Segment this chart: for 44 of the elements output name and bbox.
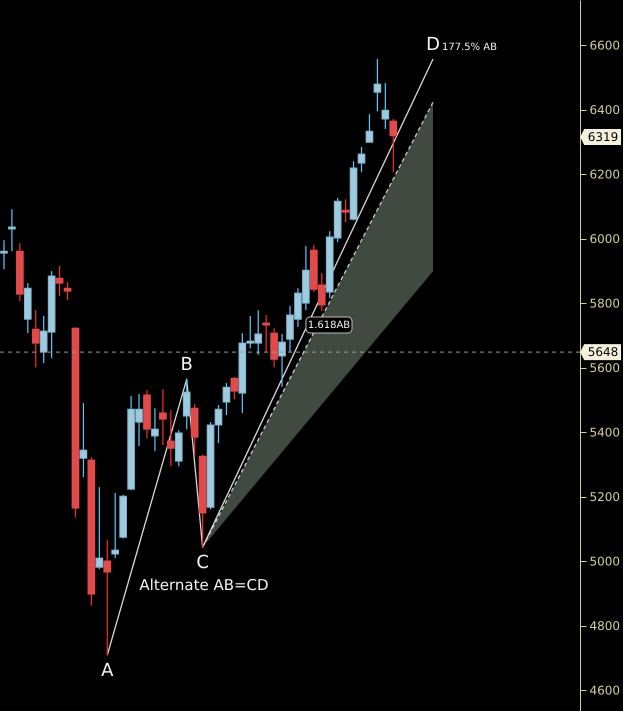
y-tick-label: 5000: [590, 554, 620, 569]
data-label: B: [180, 354, 193, 376]
candlestick: [389, 118, 398, 173]
annotation: Alternate AB=CD: [139, 576, 269, 594]
data-label: D: [426, 34, 440, 56]
candlestick: [358, 146, 366, 173]
y-tick-label: 6600: [590, 38, 620, 53]
line-series: [106, 58, 434, 656]
candlestick: [0, 240, 8, 270]
candlestick: [56, 265, 64, 297]
candlestick: [111, 492, 120, 559]
candlestick: [366, 114, 374, 143]
y-tick-label: 6400: [590, 103, 620, 118]
y-tick-label: 6200: [590, 168, 620, 182]
y-tick-label: 6000: [590, 232, 620, 246]
candlestick: [166, 410, 175, 467]
candlestick: [278, 333, 286, 388]
candlestick: [382, 82, 390, 130]
y-tick-label: 4800: [590, 619, 620, 634]
data-label: A: [101, 660, 114, 682]
candlestick: [182, 378, 191, 430]
candlestick: [374, 58, 382, 112]
y-tick-label: 4600: [590, 684, 620, 698]
candlestick: [151, 408, 159, 452]
candlestick: [103, 540, 112, 656]
text: 6319: [588, 130, 618, 144]
y-tick-label: 5400: [590, 426, 620, 440]
candlestick: [8, 208, 16, 252]
ref-line-label: 5648: [588, 345, 618, 360]
candlestick: [32, 310, 40, 368]
y-tick-label: 5800: [590, 296, 620, 311]
candlestick: [262, 314, 270, 353]
y-tick-label: 5600: [590, 361, 620, 376]
annotation: 1.618AB: [308, 320, 350, 331]
candlestick: [64, 282, 72, 301]
y-tick-label: 5200: [590, 490, 620, 504]
candlestick: [159, 388, 167, 446]
candlestick: [222, 382, 230, 416]
data-label: C: [196, 552, 209, 574]
candlestick: [342, 198, 350, 223]
candlestick: [80, 402, 88, 478]
annotation: 177.5% AB: [442, 42, 498, 53]
candlestick: [230, 376, 238, 400]
candlestick: [95, 486, 104, 570]
